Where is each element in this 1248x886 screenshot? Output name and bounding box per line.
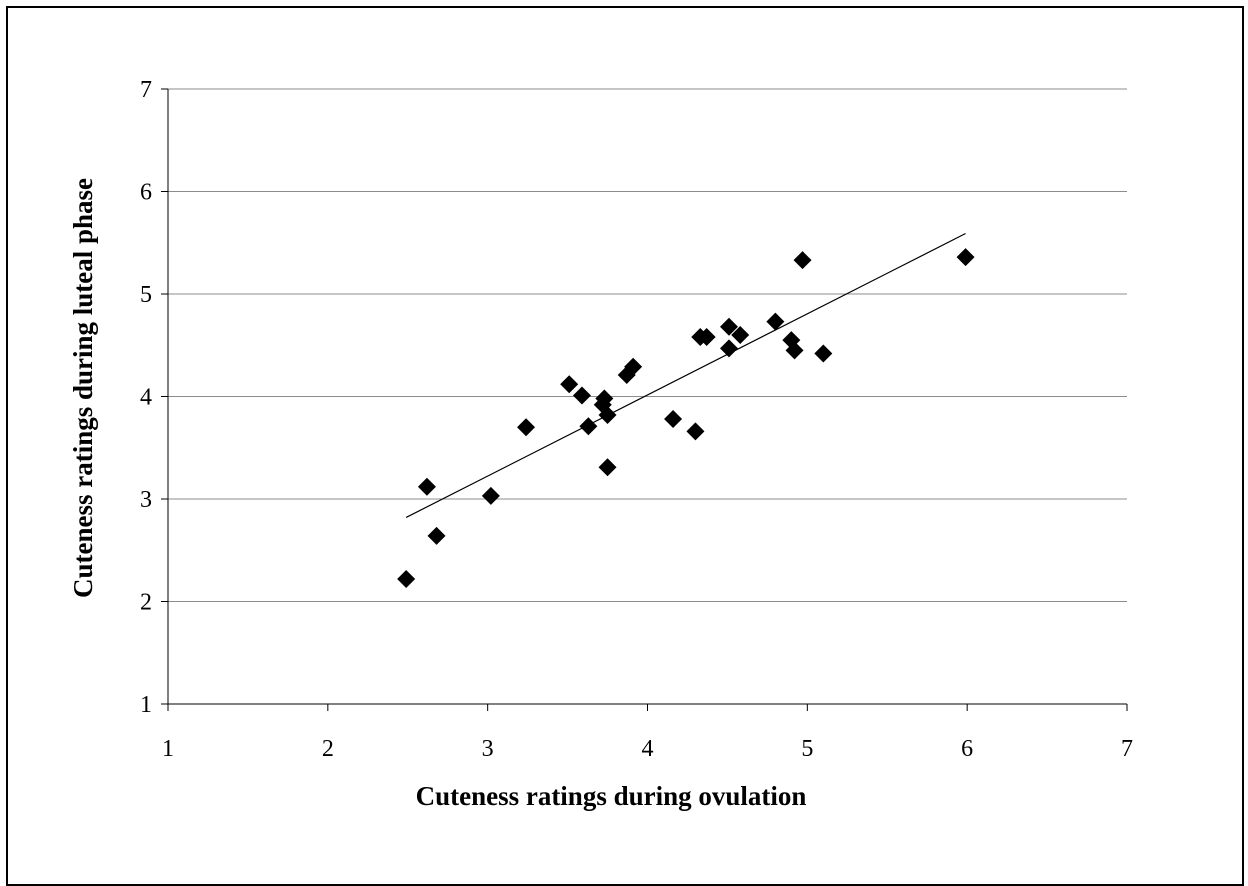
data-point <box>664 410 683 429</box>
y-tick-label: 6 <box>140 180 152 206</box>
data-point <box>793 251 812 270</box>
y-axis-title: Cuteness ratings during luteal phase <box>68 178 98 598</box>
x-tick-label: 4 <box>642 736 654 762</box>
y-tick-label: 1 <box>140 692 152 718</box>
data-point <box>720 317 739 336</box>
data-point <box>697 328 716 347</box>
data-point <box>686 422 705 441</box>
ticks: 1 2 3 4 5 6 7 1 2 3 4 5 6 7 <box>140 77 1133 762</box>
data-point <box>579 417 598 436</box>
data-point <box>595 389 614 408</box>
chart-frame <box>6 6 1244 886</box>
data-point <box>560 375 579 394</box>
x-tick-label: 3 <box>482 736 494 762</box>
data-point <box>766 312 785 331</box>
trendline <box>405 232 966 518</box>
y-tick-label: 4 <box>140 385 152 411</box>
x-tick-label: 7 <box>1121 736 1133 762</box>
data-point <box>785 341 804 360</box>
trendline-group <box>405 232 966 518</box>
data-point <box>956 248 975 267</box>
x-tick-label: 2 <box>322 736 334 762</box>
y-tick-label: 2 <box>140 590 152 616</box>
x-tick-label: 6 <box>961 736 973 762</box>
data-point <box>427 526 446 545</box>
x-axis-title: Cuteness ratings during ovulation <box>416 781 807 811</box>
data-point <box>598 458 617 477</box>
data-point <box>624 357 643 376</box>
gridlines <box>168 88 1127 602</box>
x-tick-label: 1 <box>162 736 174 762</box>
data-point <box>517 418 536 437</box>
y-tick-label: 3 <box>140 487 152 513</box>
data-point <box>720 339 739 358</box>
data-points <box>397 248 975 588</box>
data-point <box>814 344 833 363</box>
data-point <box>481 486 500 505</box>
y-tick-label: 5 <box>140 282 152 308</box>
y-tick-label: 7 <box>140 77 152 103</box>
data-point <box>731 326 750 344</box>
data-point <box>397 569 416 588</box>
data-point <box>417 477 436 496</box>
x-tick-label: 5 <box>801 736 813 762</box>
data-point <box>572 386 591 405</box>
data-point <box>598 405 617 424</box>
